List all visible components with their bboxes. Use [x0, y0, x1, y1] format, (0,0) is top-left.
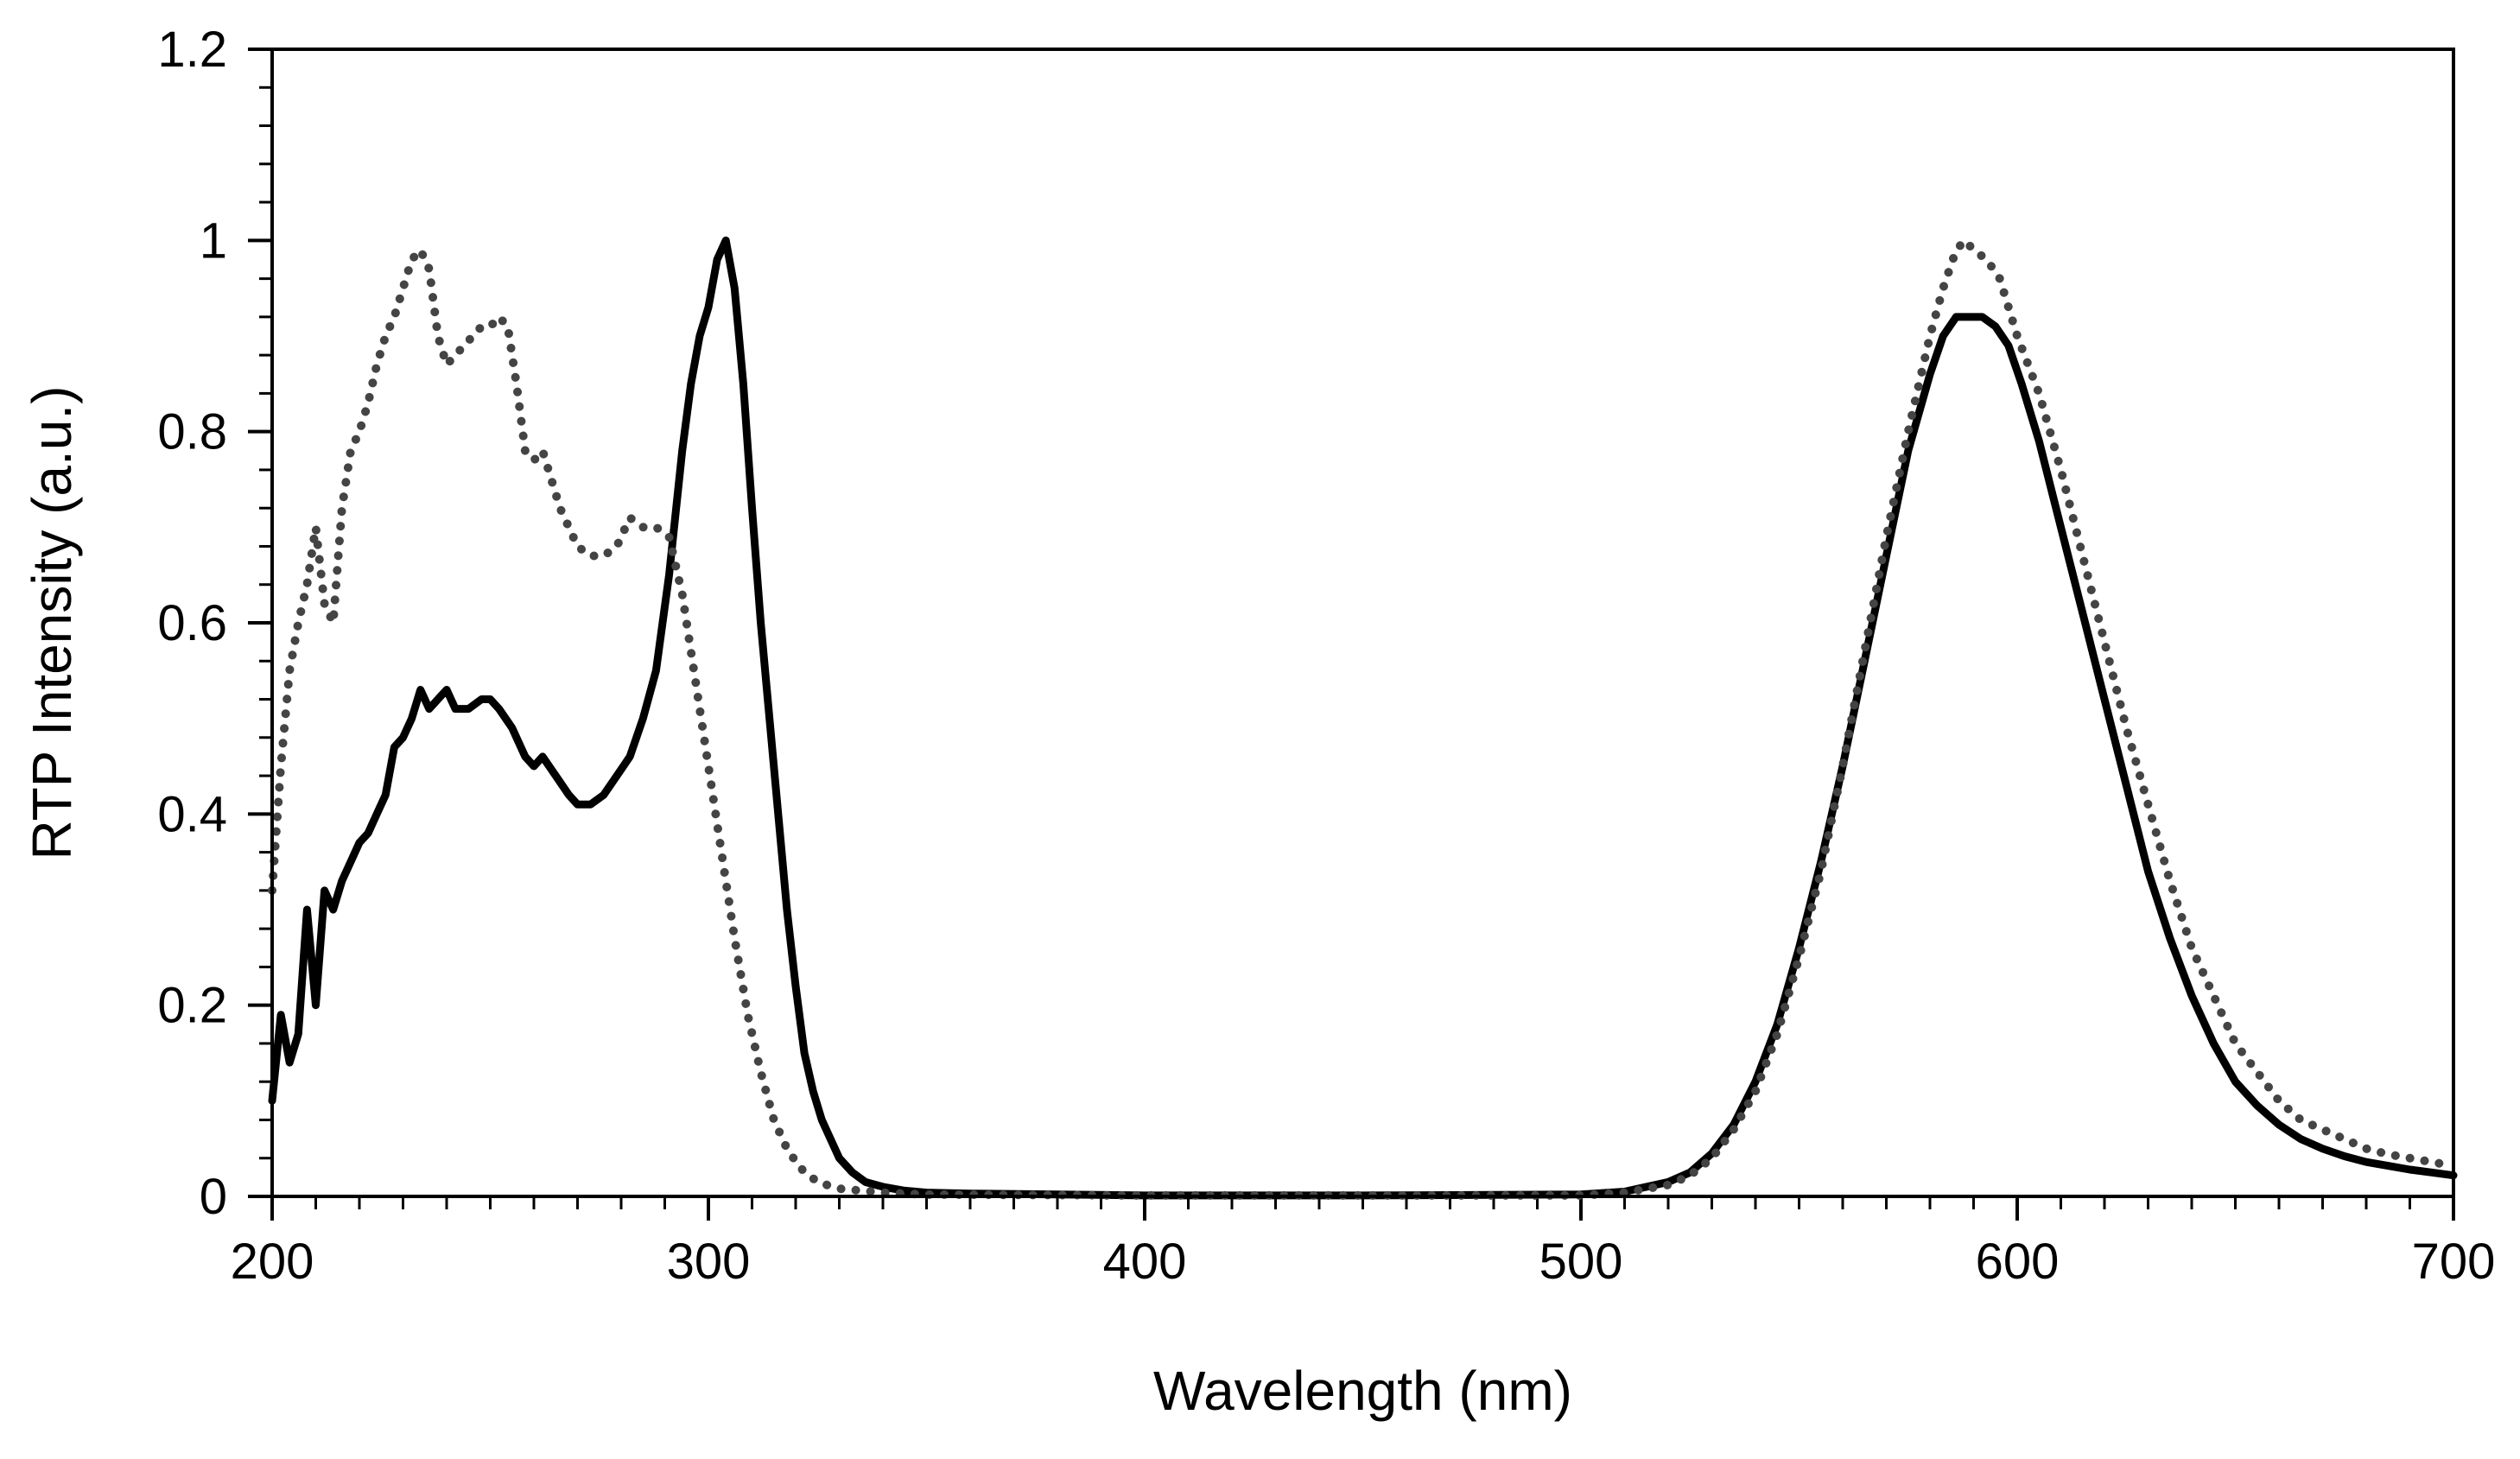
x-axis-tick-labels: 200 300 400 500 600 700	[231, 1234, 2496, 1290]
y-tick-label: 0.8	[157, 404, 227, 460]
plot-area-frame	[270, 48, 2455, 1198]
y-tick-label: 0.6	[157, 595, 227, 651]
x-axis-title: Wavelength (nm)	[1153, 1360, 1572, 1422]
x-tick-label: 600	[1976, 1234, 2060, 1290]
y-tick-label: 0	[200, 1169, 227, 1225]
major-tick-marks	[248, 48, 2455, 1221]
y-tick-label: 0.4	[157, 786, 227, 842]
series-line-solid	[268, 236, 2458, 1200]
y-tick-label: 0.2	[157, 978, 227, 1034]
y-tick-label: 1.2	[157, 22, 227, 78]
x-tick-label: 500	[1539, 1234, 1623, 1290]
series-line-dotted	[268, 236, 2458, 1200]
x-tick-label: 400	[1103, 1234, 1187, 1290]
x-tick-label: 200	[231, 1234, 314, 1290]
minor-tick-marks	[259, 48, 2455, 1209]
x-tick-label: 300	[667, 1234, 751, 1290]
x-tick-label: 700	[2412, 1234, 2496, 1290]
y-tick-label: 1	[200, 213, 227, 269]
y-axis-title: RTP Intensity (a.u.)	[21, 386, 83, 860]
y-axis-tick-labels: 0 0.2 0.4 0.6 0.8 1 1.2	[157, 22, 227, 1225]
series-layer	[268, 236, 2458, 1200]
